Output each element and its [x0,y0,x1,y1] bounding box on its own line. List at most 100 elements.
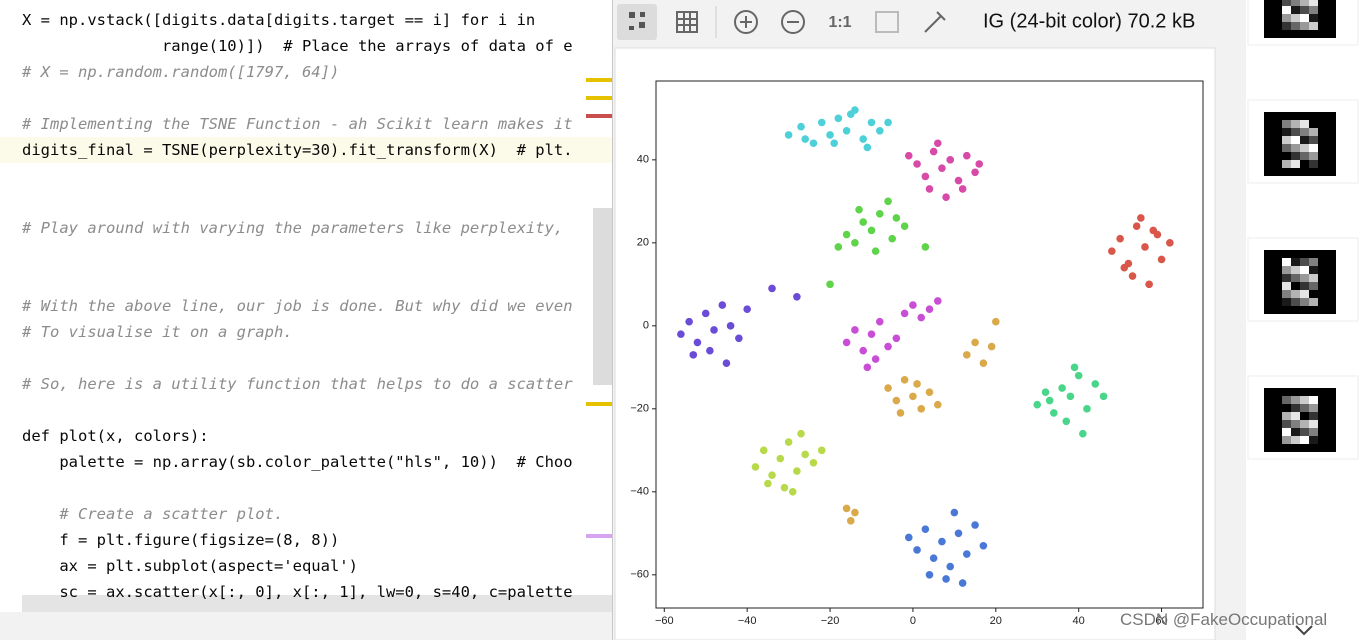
point [958,185,967,193]
point [1116,234,1124,243]
pixel [1327,420,1336,428]
pixel [1282,444,1291,452]
point [689,351,698,359]
pixel [1327,282,1336,290]
pixel [1318,444,1327,452]
point [1050,409,1058,417]
icon-zoom-out[interactable] [781,10,805,34]
point [718,301,727,309]
point [834,243,843,251]
pixel [1309,22,1318,30]
point [1083,405,1091,413]
pixel [1300,306,1309,314]
point [875,209,884,218]
thumbnail-column [1246,0,1364,640]
point [826,280,834,289]
pixel [1309,6,1318,14]
pixel [1264,14,1273,22]
pixel [1309,404,1318,412]
pixel [1291,266,1300,274]
pixel [1282,22,1291,30]
pixel [1273,22,1282,30]
pixel [1300,412,1309,420]
point [784,438,793,446]
code-line: # Implementing the TSNE Function - ah Sc… [22,115,573,133]
icon-picker[interactable] [924,11,946,33]
marker [586,534,612,538]
pixel [1273,168,1282,176]
pixel [1300,152,1309,160]
icon-fit[interactable] [875,11,899,33]
pixel [1282,274,1291,282]
point [888,234,897,243]
point [863,363,872,372]
pixel [1318,250,1327,258]
point [768,471,776,480]
pixel [1264,436,1273,444]
pixel [1264,120,1273,128]
point [962,550,971,558]
pixel [1300,290,1309,298]
pixel [1318,14,1327,22]
pixel [1309,388,1318,396]
point [971,168,979,177]
pixel [1273,388,1282,396]
pixel [1327,274,1336,282]
point [842,504,851,513]
pixel [1282,420,1291,428]
pixel [1300,112,1309,120]
pixel [1282,120,1291,128]
point [925,305,934,314]
point [784,131,793,139]
zoom-label[interactable]: 1:1 [828,14,851,31]
marker [586,402,612,406]
point [921,243,930,251]
point [1033,400,1042,409]
point [830,139,838,148]
x-tick-label: 0 [910,615,916,627]
pixel [1264,168,1273,176]
code-line: # Create a scatter plot. [22,505,284,523]
point [904,533,913,542]
pixel [1282,404,1291,412]
point [938,164,946,172]
point [793,292,801,301]
pixel [1273,282,1282,290]
pixel [1273,412,1282,420]
pixel [1327,298,1336,306]
pixel [1300,14,1309,22]
pixel [1300,128,1309,136]
icon-grid[interactable] [676,11,698,33]
pixel [1318,404,1327,412]
point [884,197,892,206]
pixel [1300,168,1309,176]
pixel [1309,436,1318,444]
pixel [1300,22,1309,30]
point [921,172,930,181]
h-scrollbar[interactable] [22,595,612,612]
pixel [1264,412,1273,420]
pixel [1282,282,1291,290]
point [797,122,805,131]
pixel [1309,0,1318,6]
icon-zoom-in[interactable] [734,10,758,34]
pixel [1273,0,1282,6]
scrollbar[interactable] [593,208,612,385]
x-tick-label: 40 [1073,615,1085,627]
point [892,396,901,405]
pixel [1264,282,1273,290]
watermark: CSDN @FakeOccupational [1120,610,1328,629]
pixel [1318,120,1327,128]
x-tick-label: −60 [655,615,674,627]
point [701,309,710,318]
chevron[interactable] [1294,624,1314,636]
point [962,151,971,160]
point [917,313,926,322]
pixel [1282,136,1291,144]
point [677,330,685,338]
pixel [1300,436,1309,444]
pixel [1291,444,1300,452]
tool-active[interactable] [617,4,657,40]
pixel [1327,120,1336,128]
pixel [1309,306,1318,314]
